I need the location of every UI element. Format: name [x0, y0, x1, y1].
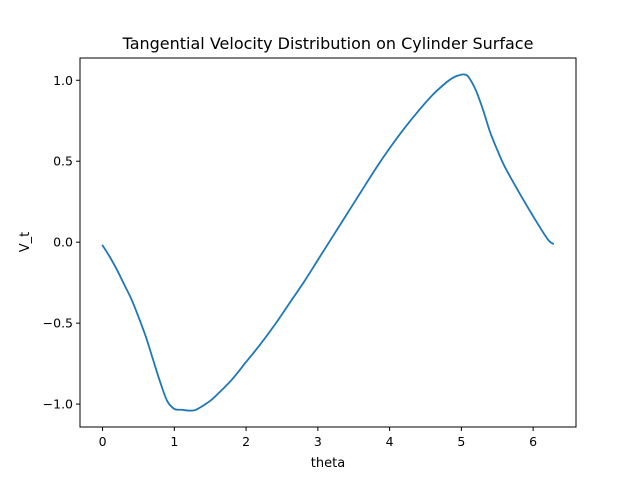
x-tick-label: 5	[457, 434, 465, 449]
x-axis-label: theta	[311, 456, 345, 471]
x-tick-label: 4	[386, 434, 394, 449]
chart-title: Tangential Velocity Distribution on Cyli…	[122, 34, 534, 53]
x-tick-label: 1	[170, 434, 178, 449]
y-tick-label: 0.5	[53, 154, 73, 169]
x-axis-ticks: 0 1 2 3 4 5 6	[99, 427, 537, 449]
x-tick-label: 2	[242, 434, 250, 449]
y-tick-label: −0.5	[43, 316, 73, 331]
x-tick-label: 3	[314, 434, 322, 449]
y-axis-label: V_t	[18, 232, 33, 253]
plot-frame	[79, 57, 577, 428]
series-line	[101, 73, 555, 412]
y-tick-label: 0.0	[53, 235, 73, 250]
y-axis-ticks: −1.0 −0.5 0.0 0.5 1.0	[43, 73, 80, 412]
y-tick-label: 1.0	[53, 73, 73, 88]
y-tick-label: −1.0	[43, 397, 73, 412]
x-tick-label: 6	[529, 434, 537, 449]
x-tick-label: 0	[99, 434, 107, 449]
